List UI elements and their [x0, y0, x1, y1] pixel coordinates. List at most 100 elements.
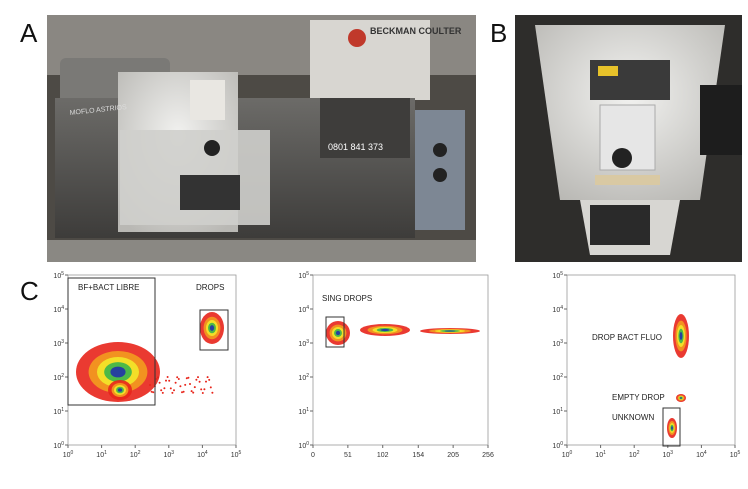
tick-base: 10	[53, 375, 61, 382]
density-dot	[198, 380, 201, 383]
tick-base: 10	[552, 307, 560, 314]
gate-label: DROPS	[196, 283, 224, 292]
tick-label: 104	[696, 450, 707, 459]
tick-base: 10	[53, 341, 61, 348]
tick-exp: 4	[560, 305, 563, 311]
tick-label: 102	[629, 450, 640, 459]
tick-label: 104	[53, 305, 64, 314]
tick-label: 105	[730, 450, 741, 459]
tick-label: 103	[663, 450, 674, 459]
density-dot	[177, 377, 180, 380]
tick-label: 105	[53, 271, 64, 280]
density-dot	[163, 387, 166, 390]
tick-label: 101	[96, 450, 107, 459]
tick-base: 10	[298, 409, 306, 416]
panel-label: B	[490, 18, 507, 48]
tick-base: 10	[552, 443, 560, 450]
tick-exp: 3	[670, 450, 673, 456]
density-dot	[181, 391, 183, 394]
tick-label: 103	[53, 339, 64, 348]
tick-exp: 1	[603, 450, 606, 456]
tick-exp: 2	[637, 450, 640, 456]
tick-base: 10	[96, 452, 104, 459]
tick-base: 10	[663, 452, 671, 459]
density-dot	[192, 391, 195, 394]
tick-exp: 0	[71, 450, 74, 456]
tick-exp: 2	[138, 450, 141, 456]
tick-label: 102	[552, 373, 563, 382]
tick-exp: 1	[104, 450, 107, 456]
tick-label: 101	[53, 407, 64, 416]
density-dot	[203, 388, 206, 391]
tick-label: 102	[53, 373, 64, 382]
density-dot	[174, 381, 177, 384]
density-dot	[193, 386, 196, 389]
tick-label: 103	[298, 339, 309, 348]
tick-base: 10	[552, 341, 560, 348]
plot-frame	[566, 274, 736, 446]
tick-exp: 0	[570, 450, 573, 456]
density	[671, 426, 673, 430]
density-dot	[184, 383, 187, 386]
tick-base: 10	[552, 273, 560, 280]
tick-exp: 4	[306, 305, 309, 311]
gate-label: SING DROPS	[322, 294, 372, 303]
tick-base: 10	[629, 452, 637, 459]
tick-label: 102	[130, 450, 141, 459]
tick-label: 100	[63, 450, 74, 459]
tick-base: 10	[53, 307, 61, 314]
tick-exp: 5	[306, 271, 309, 277]
tick-label: 100	[53, 441, 64, 450]
tick-base: 10	[231, 452, 239, 459]
tick-label: 101	[298, 407, 309, 416]
tick-base: 10	[730, 452, 738, 459]
tick-exp: 1	[306, 407, 309, 413]
tick-base: 10	[595, 452, 603, 459]
panel-label: A	[20, 18, 38, 48]
density-dot	[150, 390, 153, 393]
gate-label: EMPTY DROP	[612, 393, 665, 402]
density-dot	[209, 386, 212, 389]
tick-exp: 3	[171, 450, 174, 456]
density	[444, 330, 456, 332]
density-dot	[152, 391, 155, 394]
tick-base: 10	[696, 452, 704, 459]
tick-label: 101	[552, 407, 563, 416]
tick-exp: 1	[61, 407, 64, 413]
tick-label: 102	[298, 373, 309, 382]
tick-base: 10	[63, 452, 71, 459]
plot-frame	[312, 274, 489, 446]
gate-label: DROP BACT FLUO	[592, 333, 662, 342]
tick-exp: 4	[704, 450, 707, 456]
gate	[199, 309, 229, 351]
tick-base: 10	[298, 307, 306, 314]
density	[680, 397, 682, 399]
tick-base: 10	[298, 341, 306, 348]
density-dot	[168, 379, 171, 382]
tick-exp: 2	[306, 373, 309, 379]
tick-label: 0	[311, 452, 315, 459]
tick-exp: 5	[239, 450, 242, 456]
tick-base: 10	[53, 443, 61, 450]
density	[679, 332, 683, 340]
gate	[662, 407, 681, 447]
tick-base: 10	[197, 452, 205, 459]
density-dot	[208, 378, 211, 381]
tick-label: 102	[377, 452, 389, 459]
photo-tray	[515, 15, 742, 262]
tick-exp: 1	[560, 407, 563, 413]
density-dot	[211, 391, 214, 394]
tick-label: 51	[344, 452, 352, 459]
tick-label: 256	[482, 452, 494, 459]
panel-label: C	[20, 276, 39, 306]
density	[117, 388, 123, 392]
density-dot	[161, 391, 164, 394]
tick-label: 103	[552, 339, 563, 348]
gate-label: UNKNOWN	[612, 413, 654, 422]
tick-exp: 4	[61, 305, 64, 311]
tick-base: 10	[53, 409, 61, 416]
tick-label: 101	[595, 450, 606, 459]
tick-label: 105	[231, 450, 242, 459]
tick-base: 10	[298, 273, 306, 280]
tick-exp: 3	[560, 339, 563, 345]
